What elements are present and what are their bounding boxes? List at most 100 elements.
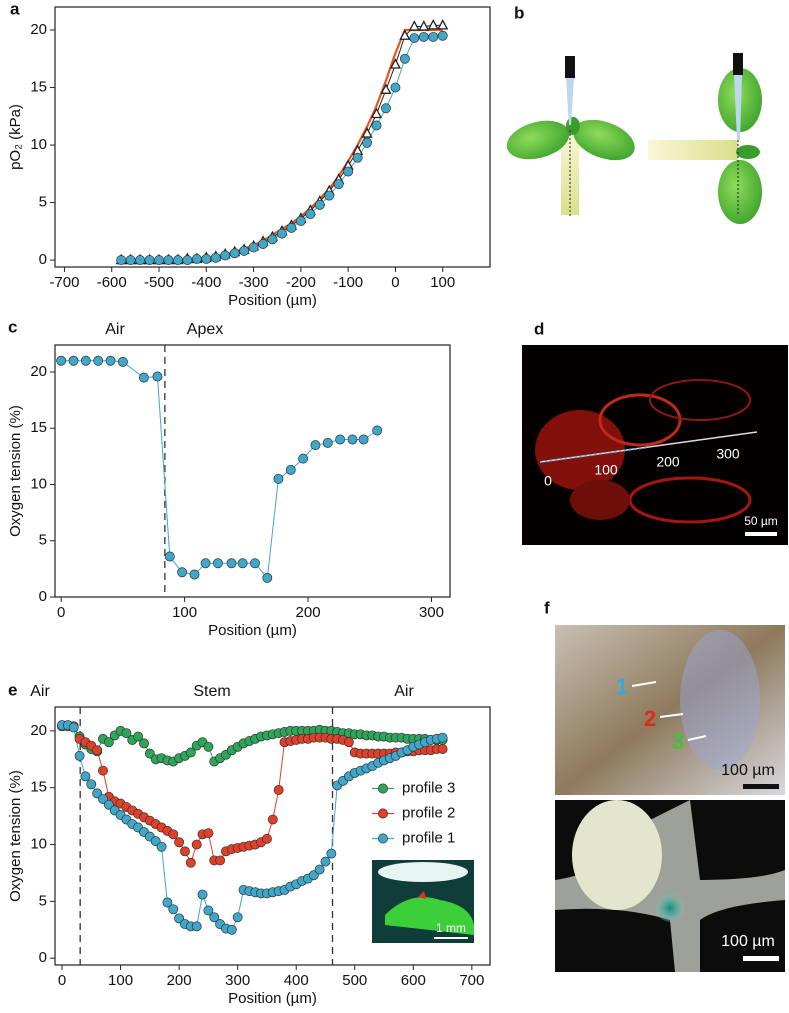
data-point [172, 255, 183, 266]
scale-label: 0 [544, 473, 552, 489]
data-point [343, 166, 354, 177]
data-point [261, 833, 272, 844]
data-point [56, 355, 67, 366]
data-point [191, 921, 202, 932]
x-tick-label: -300 [239, 274, 269, 291]
y-tick-label: 10 [30, 835, 47, 852]
data-point [135, 255, 146, 266]
y-tick-label: 20 [30, 722, 47, 739]
scale-bar-label: 100 µm [721, 933, 775, 950]
data-point [86, 779, 97, 790]
data-point [437, 744, 448, 755]
x-tick-label: 300 [419, 604, 444, 621]
data-point [68, 722, 79, 733]
data-point [125, 255, 136, 266]
scale-bar-label: 50 µm [744, 514, 778, 528]
data-point [226, 924, 237, 935]
data-point [418, 20, 430, 31]
data-point [437, 732, 448, 743]
data-point [273, 785, 284, 795]
data-point [210, 252, 221, 263]
x-tick-label: 400 [284, 972, 309, 989]
x-tick-label: -500 [144, 274, 174, 291]
data-point [372, 425, 383, 436]
data-point [239, 245, 250, 256]
x-axis-label: Position (µm) [208, 622, 297, 639]
y-axis-label: pO₂ (kPa) [7, 104, 24, 170]
data-point [156, 841, 167, 852]
legend-marker [378, 833, 388, 844]
y-tick-label: 5 [39, 892, 47, 909]
panel-label: e [8, 680, 17, 699]
x-tick-label: 0 [391, 274, 399, 291]
x-tick-label: 100 [430, 274, 455, 291]
data-point [117, 356, 128, 367]
data-point [362, 137, 373, 148]
x-tick-label: -700 [49, 274, 79, 291]
plot: 0 100 200 300 0 5 10 15 20 Position (µm) Oxygen te… [7, 321, 451, 639]
data-point [277, 228, 287, 239]
data-point [409, 33, 420, 44]
series-line [61, 360, 378, 580]
data-point [408, 20, 420, 31]
data-point [103, 737, 114, 748]
data-point [92, 745, 103, 756]
x-tick-label: 200 [296, 604, 321, 621]
data-point [428, 31, 439, 42]
x-tick-label: -100 [333, 274, 363, 291]
data-point [295, 216, 306, 226]
x-tick-label: 600 [401, 972, 426, 989]
panel-label: c [8, 317, 17, 336]
legend-marker [378, 783, 388, 794]
data-point [399, 53, 410, 64]
data-point [226, 558, 237, 569]
data-point [191, 253, 202, 264]
y-tick-label: 0 [39, 949, 47, 966]
data-point [93, 355, 104, 366]
y-tick-label: 5 [39, 194, 47, 211]
data-point [437, 19, 449, 30]
region-label: Air [105, 321, 125, 338]
data-point [168, 904, 179, 915]
inset-image: 1 mm [372, 860, 474, 943]
x-axis-label: Position (µm) [228, 990, 317, 1007]
panel-label: b [514, 3, 524, 22]
data-point [237, 558, 248, 569]
data-point [324, 190, 335, 201]
data-point [105, 355, 116, 366]
legend-label: profile 3 [402, 779, 455, 796]
data-point [232, 912, 243, 923]
legend-label: profile 1 [402, 829, 455, 846]
data-point [347, 434, 358, 445]
y-tick-label: 0 [39, 588, 47, 605]
data-point [399, 29, 411, 40]
legend-label: profile 2 [402, 804, 455, 821]
scale-bar-label: 1 mm [436, 921, 466, 935]
data-point [333, 179, 344, 190]
data-point [121, 728, 132, 739]
data-point [229, 248, 240, 259]
y-tick-label: 10 [30, 136, 47, 153]
data-point [320, 856, 331, 867]
data-point [174, 837, 185, 848]
y-tick-label: 0 [39, 251, 47, 268]
data-point [305, 209, 316, 220]
data-point [267, 234, 278, 245]
x-axis-label: Position (µm) [228, 292, 317, 309]
data-point [164, 551, 175, 562]
region-label: Air [394, 683, 414, 700]
data-point [285, 464, 296, 475]
data-point [116, 255, 127, 266]
data-point [189, 569, 200, 580]
data-point [197, 889, 208, 900]
data-point [326, 848, 337, 859]
point-label: 2 [644, 706, 656, 731]
data-point [74, 750, 85, 761]
data-point [358, 434, 369, 445]
data-point [168, 829, 179, 840]
y-tick-label: 20 [30, 21, 47, 38]
data-point [352, 152, 363, 163]
data-point [380, 83, 392, 94]
